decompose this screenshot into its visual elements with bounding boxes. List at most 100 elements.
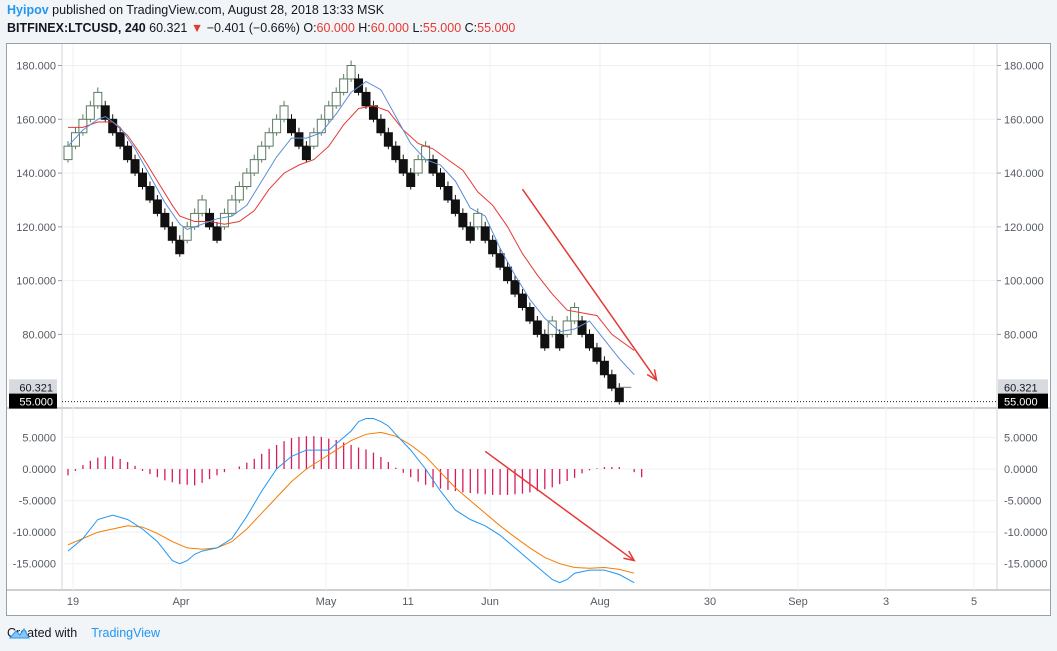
renko-brick-down [138, 172, 147, 188]
renko-brick-down [376, 118, 386, 134]
last-price: 60.321 [149, 21, 188, 35]
symbol-legend: BITFINEX:LTCUSD, 240 60.321 ▼ −0.401 (−0… [7, 21, 515, 35]
renko-brick-down [212, 226, 222, 241]
price-tick-label-right: 120.000 [1004, 222, 1044, 234]
trend-arrow-macd-head [623, 550, 636, 562]
published-text: published on TradingView.com, August 28,… [52, 3, 385, 17]
last-price-badge-left [9, 379, 57, 395]
time-tick-label: Aug [590, 596, 610, 608]
renko-brick-down [391, 145, 401, 161]
renko-brick-down [160, 212, 170, 228]
renko-brick-up [413, 159, 423, 174]
time-tick-label: Jun [481, 596, 499, 608]
trend-arrow-price-shaft [521, 188, 658, 381]
open-value: 60.000 [316, 21, 355, 35]
renko-brick-down [406, 172, 416, 188]
close-price-label-right: 55.000 [1004, 397, 1038, 409]
renko-brick-down [607, 374, 617, 389]
renko-brick-up [346, 65, 356, 80]
macd-tick-label-right: 5.0000 [1004, 432, 1038, 444]
moving-average-fast-line [67, 81, 635, 376]
time-tick-label: 5 [971, 596, 977, 608]
renko-brick-up [63, 145, 73, 161]
renko-brick-up [324, 105, 334, 120]
renko-brick-up [257, 145, 267, 161]
macd-line [67, 418, 635, 584]
renko-brick-down [354, 78, 364, 93]
renko-brick-up [331, 91, 341, 107]
renko-brick-down [145, 186, 155, 201]
renko-brick-up [473, 212, 483, 228]
renko-brick-down [458, 212, 468, 228]
renko-brick-down [599, 360, 609, 376]
time-tick-label: May [316, 596, 337, 608]
renko-brick-down [108, 118, 118, 134]
renko-brick-down [555, 333, 565, 349]
renko-brick-up [219, 212, 229, 228]
price-tick-label-left: 100.000 [16, 276, 56, 288]
close-label: C: [464, 21, 478, 35]
renko-brick-up [264, 132, 274, 147]
tradingview-brand-link[interactable]: TradingView [91, 626, 160, 640]
low-label: L: [412, 21, 423, 35]
close-price-badge-right [998, 393, 1048, 409]
macd-signal-line [67, 431, 635, 574]
renko-brick-down [525, 307, 535, 322]
renko-brick-up [227, 199, 237, 214]
renko-brick-down [495, 253, 505, 268]
macd-tick-label-left: 0.0000 [22, 464, 56, 476]
renko-brick-down [532, 320, 542, 335]
renko-brick-down [450, 199, 460, 214]
renko-brick-down [614, 387, 624, 403]
time-tick-label: 19 [67, 596, 79, 608]
chart-canvas[interactable]: 80.000 80.000 100.000 100.000 120.000 120.000… [7, 44, 1050, 615]
renko-brick-down [368, 105, 378, 120]
renko-brick-down [383, 132, 393, 147]
renko-brick-down [465, 226, 475, 241]
renko-brick-down [585, 333, 594, 349]
chart-frame[interactable]: 80.000 80.000 100.000 100.000 120.000 120.000… [6, 43, 1051, 616]
last-price-label-left: 60.321 [19, 382, 53, 394]
low-value: 55.000 [422, 21, 462, 35]
renko-brick-up [547, 320, 557, 335]
price-tick-label-left: 120.000 [16, 222, 56, 234]
renko-brick-down [167, 226, 177, 241]
renko-brick-down [115, 132, 125, 147]
high-label: H: [358, 21, 371, 35]
time-tick-label: 11 [402, 596, 413, 608]
trend-arrow-macd-shaft [484, 450, 635, 562]
price-tick-label-right: 100.000 [1004, 276, 1044, 288]
renko-brick-down [436, 172, 445, 188]
renko-brick-down [130, 159, 140, 174]
price-change: −0.401 (−0.66%) [206, 21, 300, 35]
renko-brick-down [488, 239, 498, 255]
macd-tick-label-left: 5.0000 [22, 432, 56, 444]
renko-brick-up [197, 199, 207, 214]
price-tick-label-right: 180.000 [1004, 61, 1044, 73]
renko-brick-up [242, 172, 252, 188]
macd-histogram [67, 436, 643, 495]
last-price-badge-right [998, 379, 1048, 395]
renko-brick-down [480, 226, 490, 241]
renko-brick-down [152, 199, 162, 214]
renko-brick-up [182, 226, 192, 241]
renko-brick-down [294, 132, 304, 147]
time-axis: 19 Apr May 11 Jun Aug 30 Sep 3 5 [67, 44, 977, 608]
last-price-label-right: 60.321 [1004, 382, 1038, 394]
footer: Created with TradingView [7, 626, 160, 640]
open-label: O: [303, 21, 317, 35]
symbol-name: BITFINEX:LTCUSD, 240 [7, 21, 146, 35]
macd-tick-label-right: -15.0000 [1004, 559, 1047, 571]
renko-brick-up [93, 91, 103, 107]
chart-background [7, 44, 1050, 615]
price-tick-label-left: 80.000 [22, 329, 56, 341]
renko-brick-down [510, 280, 520, 295]
author-link[interactable]: Hyipov [7, 3, 49, 17]
price-tick-label-right: 140.000 [1004, 168, 1044, 180]
renko-brick-down [287, 118, 296, 134]
renko-brick-up [249, 159, 259, 174]
renko-brick-up [339, 78, 349, 93]
macd-tick-label-left: -5.0000 [19, 496, 56, 508]
price-tick-label-right: 80.000 [1004, 329, 1038, 341]
time-tick-label: 3 [883, 596, 889, 608]
